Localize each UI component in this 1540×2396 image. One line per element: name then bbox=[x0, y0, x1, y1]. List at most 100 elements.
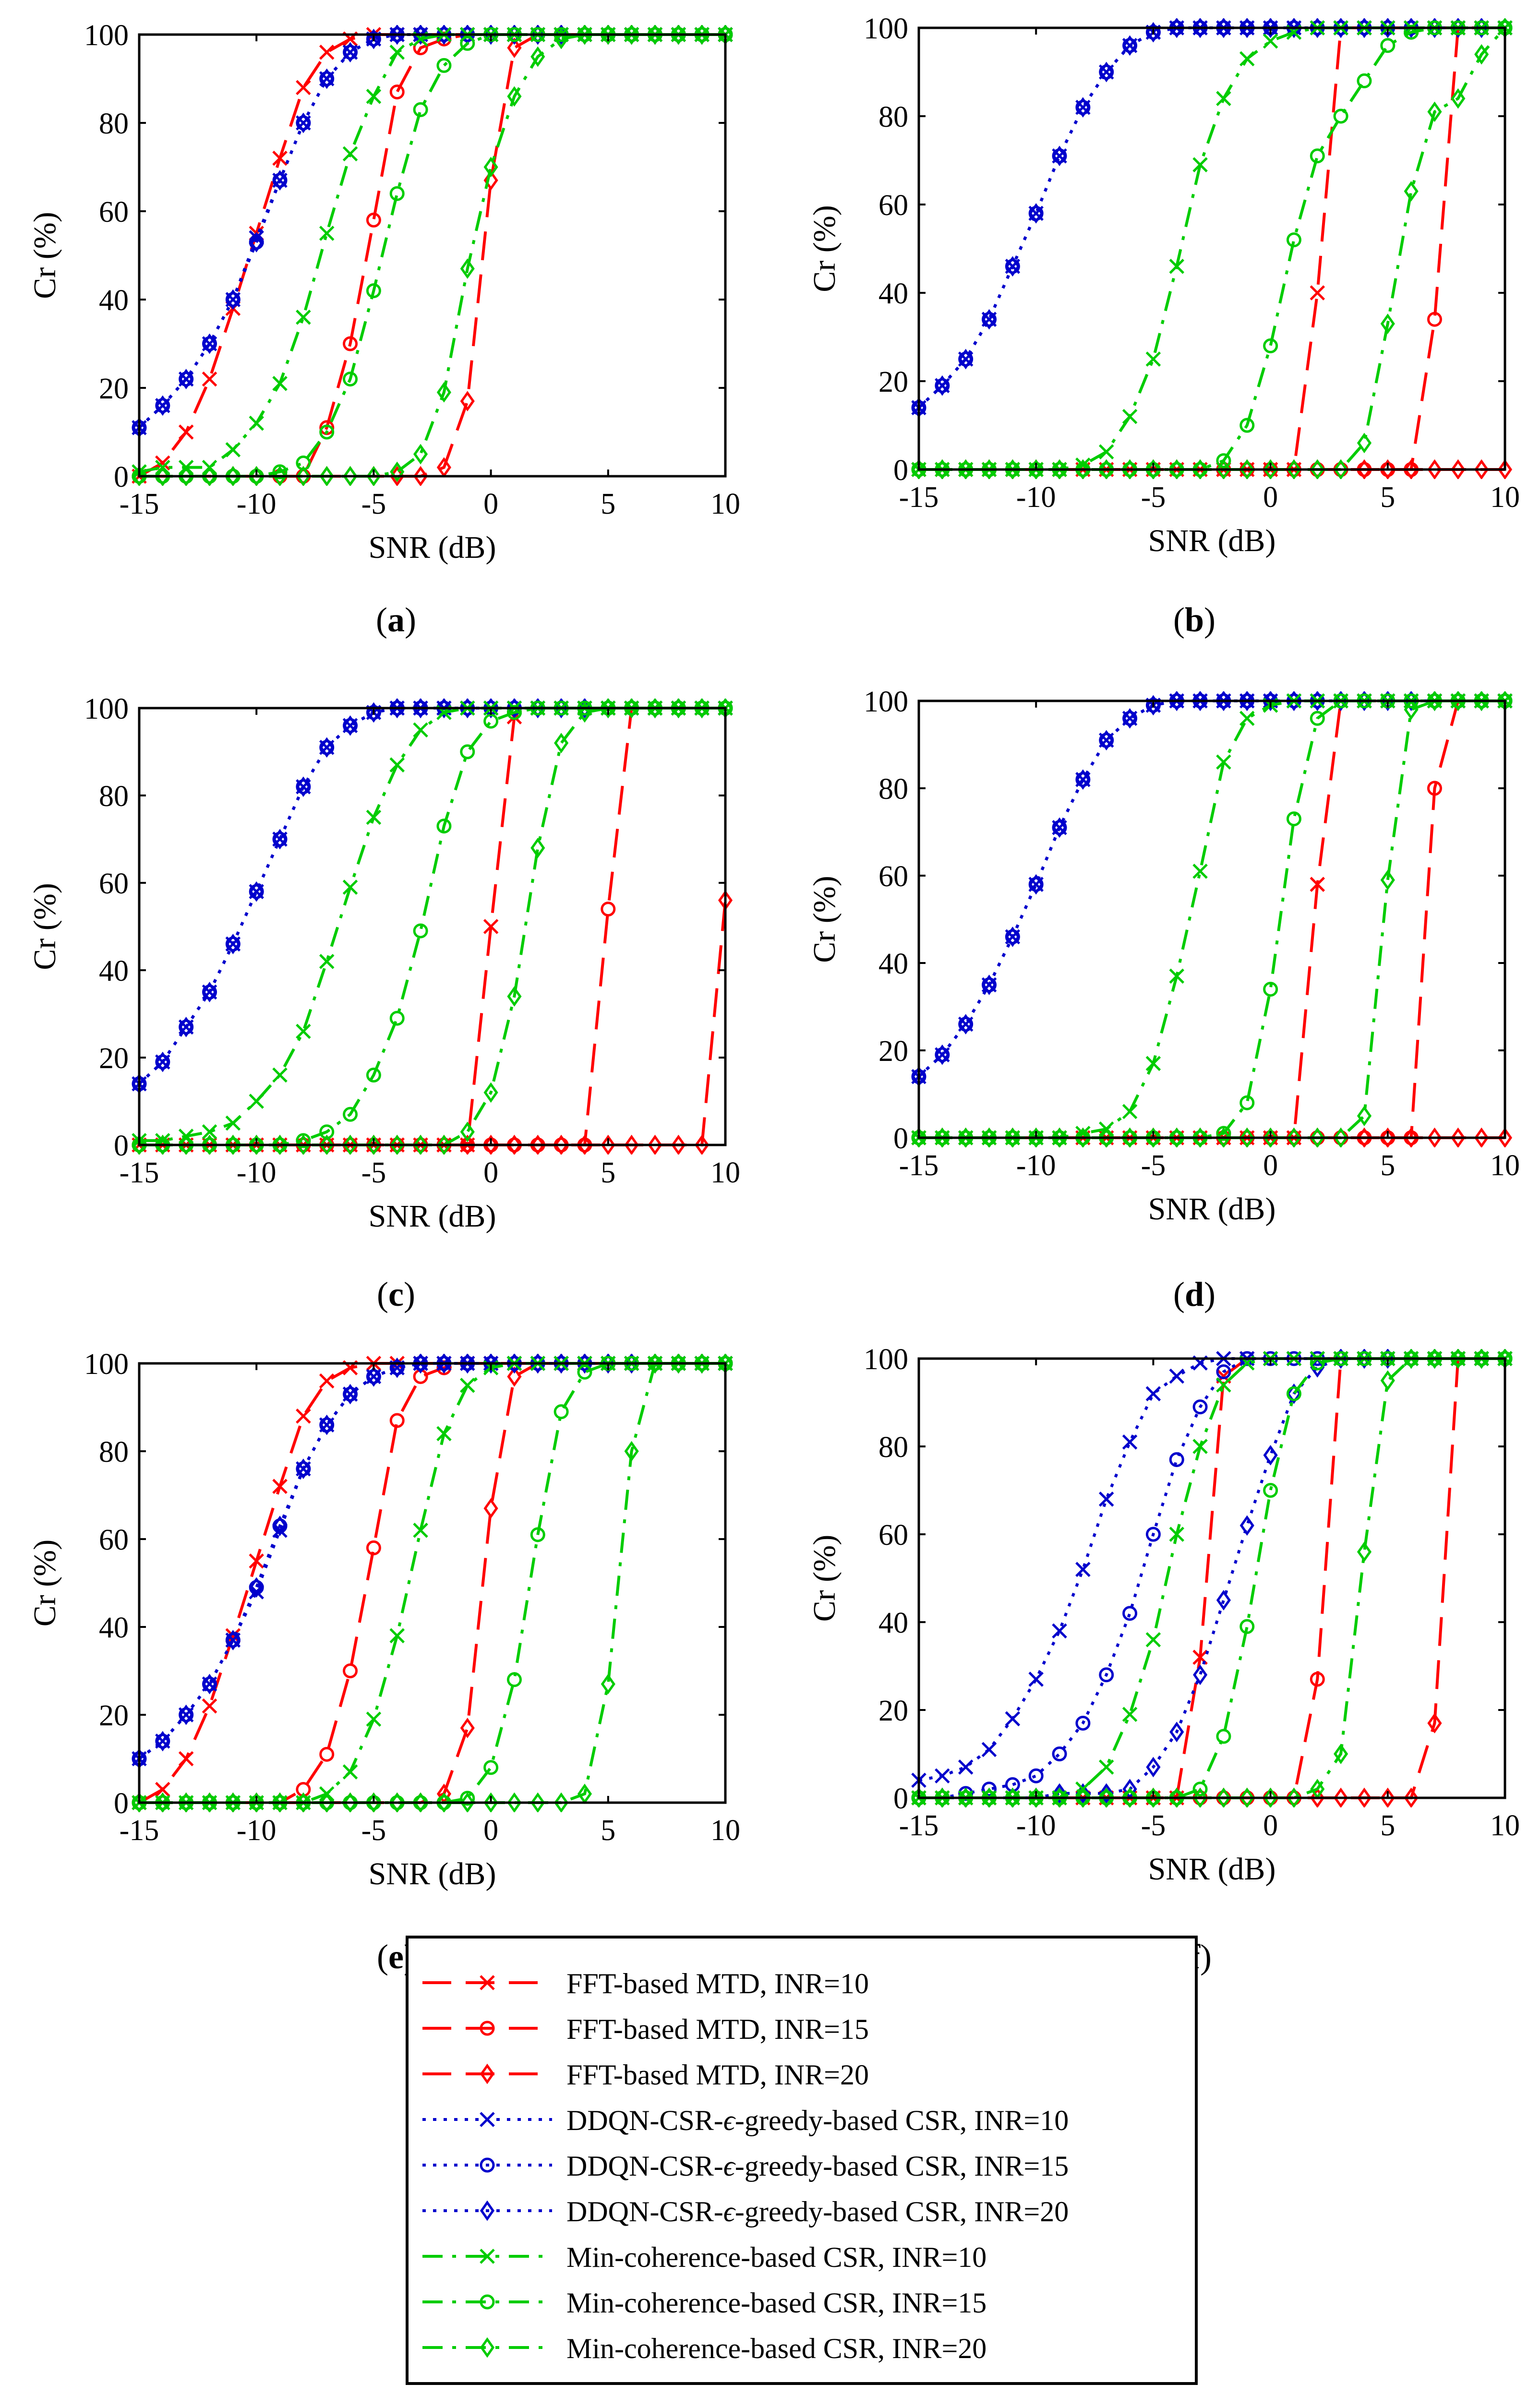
data-point-mc20 bbox=[1451, 1349, 1466, 1369]
data-point-ddqn20 bbox=[1146, 695, 1161, 716]
data-point-mc15 bbox=[413, 102, 428, 117]
data-point-mc20 bbox=[648, 698, 662, 719]
data-point-fft10 bbox=[319, 1373, 335, 1389]
data-point-mc15 bbox=[460, 1791, 475, 1806]
data-point-fft20 bbox=[1380, 459, 1395, 479]
data-point-fft15 bbox=[1427, 312, 1442, 327]
x-tick-label: 0 bbox=[483, 488, 498, 520]
data-point-ddqn20 bbox=[1239, 1515, 1254, 1536]
data-point-ddqn20 bbox=[226, 289, 241, 310]
data-point-mc15 bbox=[272, 464, 288, 480]
data-point-fft20 bbox=[671, 1134, 686, 1155]
data-point-mc15 bbox=[1357, 73, 1372, 88]
data-point-mc20 bbox=[1474, 1349, 1489, 1369]
data-point-fft15 bbox=[366, 1540, 381, 1555]
data-point-mc20 bbox=[1005, 1127, 1020, 1147]
data-point-mc20 bbox=[1404, 1349, 1419, 1369]
data-point-ddqn15 bbox=[982, 1782, 997, 1797]
data-point-ddqn20 bbox=[226, 1630, 241, 1650]
data-point-mc10 bbox=[296, 1023, 311, 1039]
legend-label: DDQN-CSR-ϵ-greedy-based CSR, INR=15 bbox=[566, 2150, 1069, 2182]
data-point-mc20 bbox=[1287, 1127, 1301, 1147]
y-axis-label: Cr (%) bbox=[807, 876, 842, 963]
x-tick-label: 5 bbox=[1380, 1149, 1395, 1182]
x-axis-label: SNR (dB) bbox=[1148, 523, 1276, 558]
data-point-mc20 bbox=[958, 459, 973, 479]
data-point-mc20 bbox=[982, 459, 997, 479]
data-point-mc10 bbox=[389, 1628, 405, 1644]
legend: FFT-based MTD, INR=10 FFT-based MTD, INR=… bbox=[406, 1936, 1198, 2385]
legend-marker bbox=[480, 2337, 495, 2358]
axes-frame bbox=[138, 1362, 727, 1804]
data-point-fft10 bbox=[272, 1479, 288, 1494]
data-point-ddqn20 bbox=[460, 1354, 475, 1374]
data-point-ddqn20 bbox=[958, 1014, 973, 1035]
data-point-mc10 bbox=[319, 954, 335, 969]
data-point-mc15 bbox=[553, 1404, 569, 1420]
data-point-fft20 bbox=[1357, 1127, 1372, 1147]
data-point-fft20 bbox=[1334, 1787, 1348, 1807]
data-point-mc20 bbox=[1239, 459, 1254, 479]
data-point-ddqn15 bbox=[1169, 1452, 1184, 1467]
y-tick-label: 40 bbox=[99, 284, 129, 317]
data-point-mc15 bbox=[506, 705, 522, 720]
data-point-mc20 bbox=[935, 1127, 950, 1147]
data-point-fft15 bbox=[343, 336, 358, 351]
x-tick-label: 10 bbox=[710, 488, 740, 520]
y-tick-label: 40 bbox=[99, 955, 129, 987]
data-point-mc10 bbox=[1192, 864, 1208, 879]
data-point-mc20 bbox=[1169, 1127, 1184, 1147]
data-point-mc15 bbox=[389, 186, 405, 201]
data-point-mc15 bbox=[1333, 108, 1348, 124]
legend-label: DDQN-CSR-ϵ-greedy-based CSR, INR=10 bbox=[566, 2105, 1069, 2136]
data-point-mc15 bbox=[460, 744, 475, 759]
panel-label: (d) bbox=[1173, 1275, 1215, 1313]
data-point-ddqn20 bbox=[1075, 97, 1090, 118]
data-point-fft15 bbox=[366, 212, 381, 228]
data-point-ddqn10 bbox=[1122, 1434, 1138, 1450]
data-point-mc10 bbox=[1122, 1707, 1138, 1722]
data-point-mc20 bbox=[319, 466, 334, 486]
y-tick-label: 60 bbox=[878, 860, 908, 893]
data-point-fft10 bbox=[1310, 285, 1325, 301]
data-point-mc20 bbox=[958, 1127, 973, 1147]
data-point-ddqn20 bbox=[1263, 1445, 1278, 1466]
x-axis-label: SNR (dB) bbox=[1148, 1852, 1276, 1887]
data-point-fft15 bbox=[601, 902, 616, 917]
data-point-mc15 bbox=[1216, 1729, 1231, 1744]
legend-label: FFT-based MTD, INR=10 bbox=[566, 1968, 869, 1999]
data-point-ddqn20 bbox=[1099, 730, 1114, 751]
data-point-ddqn20 bbox=[202, 982, 217, 1002]
data-point-ddqn20 bbox=[202, 1674, 217, 1695]
data-point-ddqn20 bbox=[1099, 61, 1114, 83]
data-point-mc10 bbox=[1169, 968, 1185, 984]
data-point-mc20 bbox=[1380, 869, 1395, 891]
data-point-mc20 bbox=[1451, 691, 1466, 711]
data-point-fft20 bbox=[1357, 459, 1372, 479]
data-point-ddqn20 bbox=[179, 369, 193, 389]
data-point-ddqn10 bbox=[935, 1768, 950, 1784]
data-point-fft20 bbox=[507, 1366, 522, 1387]
data-point-ddqn20 bbox=[1216, 691, 1231, 711]
data-point-ddqn20 bbox=[343, 715, 358, 736]
x-tick-label: -10 bbox=[237, 1156, 277, 1189]
data-point-mc15 bbox=[1310, 1355, 1325, 1371]
data-point-mc20 bbox=[1404, 181, 1419, 202]
data-point-ddqn20 bbox=[935, 375, 950, 396]
data-point-mc15 bbox=[1263, 1483, 1278, 1498]
data-point-mc20 bbox=[413, 1134, 428, 1155]
data-point-mc20 bbox=[1029, 1127, 1044, 1147]
legend-entry-ddqn10: DDQN-CSR-ϵ-greedy-based CSR, INR=10 bbox=[422, 2105, 1069, 2136]
data-point-mc20 bbox=[1052, 1787, 1067, 1807]
data-point-mc20 bbox=[1193, 1787, 1208, 1807]
data-point-ddqn10 bbox=[1169, 1368, 1185, 1384]
data-point-mc20 bbox=[343, 1134, 358, 1155]
data-point-fft20 bbox=[1380, 1127, 1395, 1147]
y-tick-label: 100 bbox=[84, 693, 129, 725]
data-point-fft20 bbox=[1357, 1787, 1372, 1807]
data-point-mc10 bbox=[296, 310, 311, 325]
x-tick-label: -5 bbox=[1141, 481, 1166, 514]
